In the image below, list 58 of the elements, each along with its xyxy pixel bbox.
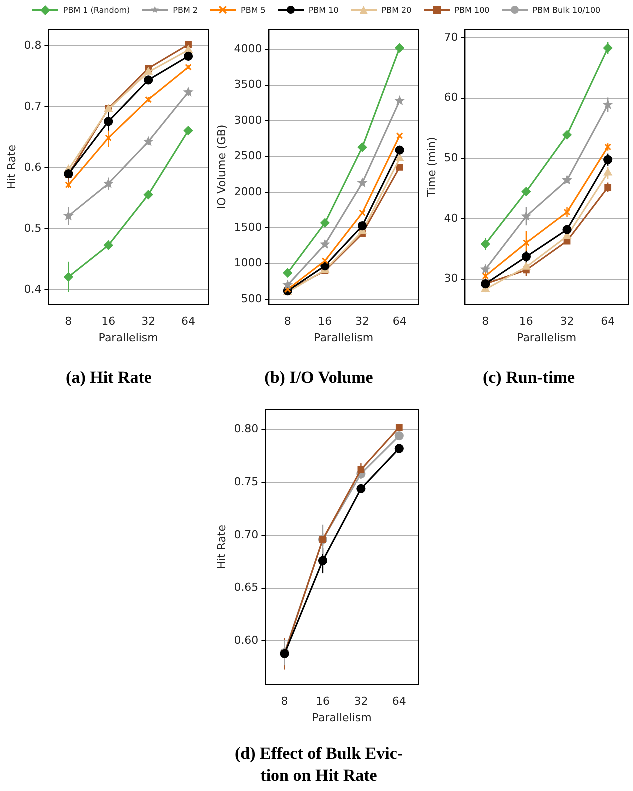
text: (c) Run-time bbox=[482, 367, 576, 389]
y-axis-title: Time (min) bbox=[425, 137, 438, 198]
legend-label: PBM 10 bbox=[308, 6, 339, 14]
y-tick-label: 50 bbox=[444, 152, 458, 165]
x-tick-label: 64 bbox=[182, 315, 196, 328]
x-tick-label: 16 bbox=[318, 315, 332, 328]
x-tick-label: 64 bbox=[392, 315, 407, 328]
y-tick-label: 500 bbox=[241, 292, 262, 306]
y-tick-label: 0.5 bbox=[24, 222, 42, 235]
legend-label: PBM 2 bbox=[173, 6, 198, 14]
y-tick-label: 3500 bbox=[234, 78, 262, 92]
x-axis-title: Parallelism bbox=[314, 331, 374, 344]
x-axis-title: Parallelism bbox=[312, 711, 372, 724]
x-tick-label: 32 bbox=[356, 315, 370, 328]
y-axis-title: Hit Rate bbox=[215, 524, 228, 570]
y-tick-label: 0.60 bbox=[234, 634, 259, 648]
x-tick-label: 8 bbox=[482, 315, 490, 328]
legend-label: PBM 20 bbox=[382, 6, 412, 14]
x-tick-label: 16 bbox=[519, 315, 534, 328]
y-tick-label: 2000 bbox=[234, 185, 262, 198]
y-tick-label: 1000 bbox=[234, 256, 262, 270]
y-tick-label: 40 bbox=[444, 212, 458, 225]
y-tick-label: 60 bbox=[444, 91, 458, 104]
x-tick-label: 32 bbox=[560, 315, 574, 328]
y-tick-label: 3000 bbox=[234, 114, 262, 127]
y-tick-label: 0.80 bbox=[234, 422, 259, 436]
y-axis-title: IO Volume (GB) bbox=[215, 124, 228, 210]
y-axis-title: Hit Rate bbox=[5, 144, 18, 190]
y-tick-label: 70 bbox=[444, 30, 458, 44]
y-tick-label: 1500 bbox=[234, 221, 262, 234]
y-tick-label: 0.6 bbox=[24, 160, 42, 174]
x-axis-title: Parallelism bbox=[517, 331, 577, 344]
y-tick-label: 0.75 bbox=[234, 475, 259, 488]
legend-label: PBM Bulk 10/100 bbox=[532, 6, 601, 14]
x-tick-label: 64 bbox=[601, 315, 616, 328]
text: (a) Hit Rate bbox=[65, 367, 153, 389]
legend-label: PBM 1 (Random) bbox=[63, 6, 130, 14]
x-tick-label: 8 bbox=[65, 315, 72, 328]
x-tick-label: 64 bbox=[392, 695, 406, 708]
legend-label: PBM 5 bbox=[241, 6, 266, 14]
x-axis-title: Parallelism bbox=[98, 331, 158, 344]
legend-label: PBM 100 bbox=[454, 6, 490, 14]
y-tick-label: 2500 bbox=[234, 150, 262, 163]
y-tick-label: 4000 bbox=[234, 42, 262, 56]
x-tick-label: 16 bbox=[316, 695, 330, 708]
text: (b) I/O Volume bbox=[264, 367, 374, 389]
y-tick-label: 0.65 bbox=[234, 581, 259, 594]
x-tick-label: 16 bbox=[102, 315, 116, 328]
y-tick-label: 30 bbox=[444, 272, 458, 286]
y-tick-label: 0.70 bbox=[234, 528, 259, 542]
x-tick-label: 32 bbox=[354, 695, 368, 708]
y-tick-label: 0.4 bbox=[24, 282, 42, 296]
x-tick-label: 8 bbox=[281, 695, 288, 708]
x-tick-label: 8 bbox=[284, 315, 292, 328]
y-tick-label: 0.7 bbox=[24, 100, 42, 113]
x-tick-label: 32 bbox=[142, 315, 156, 328]
text: (d) Effect of Bulk Evic-tion on Hit Rate bbox=[234, 743, 404, 787]
y-tick-label: 0.8 bbox=[24, 38, 42, 52]
